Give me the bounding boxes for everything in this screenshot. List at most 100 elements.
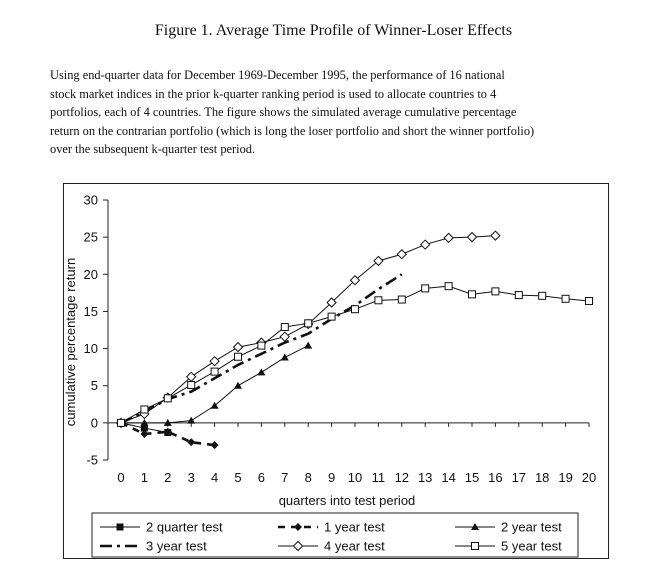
data-point <box>304 319 313 328</box>
x-tick-label: 1 <box>141 470 148 485</box>
legend-label: 4 year test <box>324 539 385 554</box>
x-tick-label: 3 <box>188 470 195 485</box>
data-point <box>117 418 125 427</box>
data-point <box>421 284 430 293</box>
caption-line: portfolios, each of 4 countries. The fig… <box>50 105 517 120</box>
figure-title: Figure 1. Average Time Profile of Winner… <box>154 22 513 39</box>
data-point <box>187 438 196 447</box>
data-point <box>187 380 196 389</box>
x-tick-label: 11 <box>372 470 386 485</box>
x-tick-label: 9 <box>328 470 335 485</box>
data-point <box>280 323 289 332</box>
data-point <box>279 331 291 342</box>
y-tick-label: -5 <box>86 453 98 468</box>
data-point <box>210 367 219 376</box>
data-point <box>187 416 196 424</box>
data-point <box>538 291 547 300</box>
data-point <box>116 523 124 531</box>
data-point <box>373 255 384 267</box>
y-tick-label: 25 <box>84 230 98 245</box>
data-point <box>419 239 431 250</box>
data-point <box>140 424 148 432</box>
y-tick-label: 0 <box>91 415 98 430</box>
data-point <box>443 232 454 244</box>
data-point <box>471 542 479 550</box>
caption-line: stock market indices in the prior k-quar… <box>50 86 497 101</box>
legend-item: 4 year test <box>278 539 385 554</box>
x-tick-label: 19 <box>558 470 572 485</box>
x-tick-label: 18 <box>535 470 549 485</box>
legend-box <box>91 512 579 558</box>
data-point <box>585 297 593 306</box>
data-point <box>326 297 337 308</box>
x-tick-label: 2 <box>164 470 171 485</box>
chart-frame <box>63 183 609 559</box>
caption-line: Using end-quarter data for December 1969… <box>50 68 505 82</box>
x-tick-label: 8 <box>305 470 312 485</box>
data-point <box>491 287 500 296</box>
data-point <box>232 341 244 353</box>
series-3 <box>117 341 313 426</box>
figure-caption: Using end-quarter data for December 1969… <box>50 66 640 159</box>
y-tick-label: 15 <box>84 304 98 319</box>
data-point <box>466 231 478 243</box>
x-tick-label: 7 <box>281 470 288 485</box>
data-point <box>396 249 408 260</box>
x-tick-label: 6 <box>258 470 265 485</box>
data-point <box>468 290 476 299</box>
y-tick-label: 30 <box>84 193 98 208</box>
x-tick-label: 16 <box>488 470 502 485</box>
data-point <box>327 312 336 321</box>
data-point <box>471 523 479 530</box>
legend-label: 5 year test <box>501 539 562 554</box>
data-point <box>257 368 266 376</box>
legend-item: 5 year test <box>455 539 562 554</box>
data-point <box>292 540 304 552</box>
data-point <box>304 341 313 349</box>
data-point <box>514 291 523 300</box>
data-point <box>140 430 149 438</box>
data-point <box>257 341 266 350</box>
data-point <box>163 427 172 436</box>
x-tick-label: 0 <box>117 470 124 485</box>
data-point <box>163 418 172 426</box>
data-point <box>163 394 172 403</box>
data-point <box>140 418 149 426</box>
data-point <box>349 275 361 286</box>
y-axis-title: cumulative percentage return <box>63 258 78 426</box>
chart-series <box>115 230 593 450</box>
legend-item: 1 year test <box>278 520 385 535</box>
x-tick-label: 15 <box>465 470 479 485</box>
data-point <box>397 295 406 304</box>
x-tick-label: 14 <box>441 470 455 485</box>
data-point <box>140 405 149 414</box>
data-point <box>490 230 501 241</box>
series-6 <box>117 282 593 427</box>
data-point <box>351 305 359 314</box>
data-point <box>444 282 453 291</box>
y-tick-label: 10 <box>84 341 98 356</box>
data-point <box>280 353 289 361</box>
legend-item: 2 year test <box>455 520 562 535</box>
data-point <box>210 401 219 409</box>
series-line <box>120 421 215 447</box>
legend-label: 1 year test <box>324 520 385 535</box>
legend-label: 3 year test <box>146 539 207 554</box>
data-point <box>234 381 242 389</box>
chart-legend: 2 quarter test 1 year test 2 year test 3 ye… <box>91 512 579 558</box>
legend-label: 2 quarter test <box>146 520 223 535</box>
x-tick-label: 20 <box>582 470 596 485</box>
x-tick-label: 12 <box>395 470 409 485</box>
legend-label: 2 year test <box>501 520 562 535</box>
caption-line: return on the contrarian portfolio (whic… <box>50 123 535 138</box>
data-point <box>561 294 570 303</box>
data-point <box>234 352 242 361</box>
data-point <box>374 296 383 305</box>
caption-line: over the subsequent k-quarter test perio… <box>50 142 256 157</box>
x-tick-label: 5 <box>234 470 241 485</box>
x-tick-label: 10 <box>348 470 362 485</box>
legend-item: 2 quarter test <box>100 520 223 535</box>
legend-item: 3 year test <box>100 539 207 554</box>
